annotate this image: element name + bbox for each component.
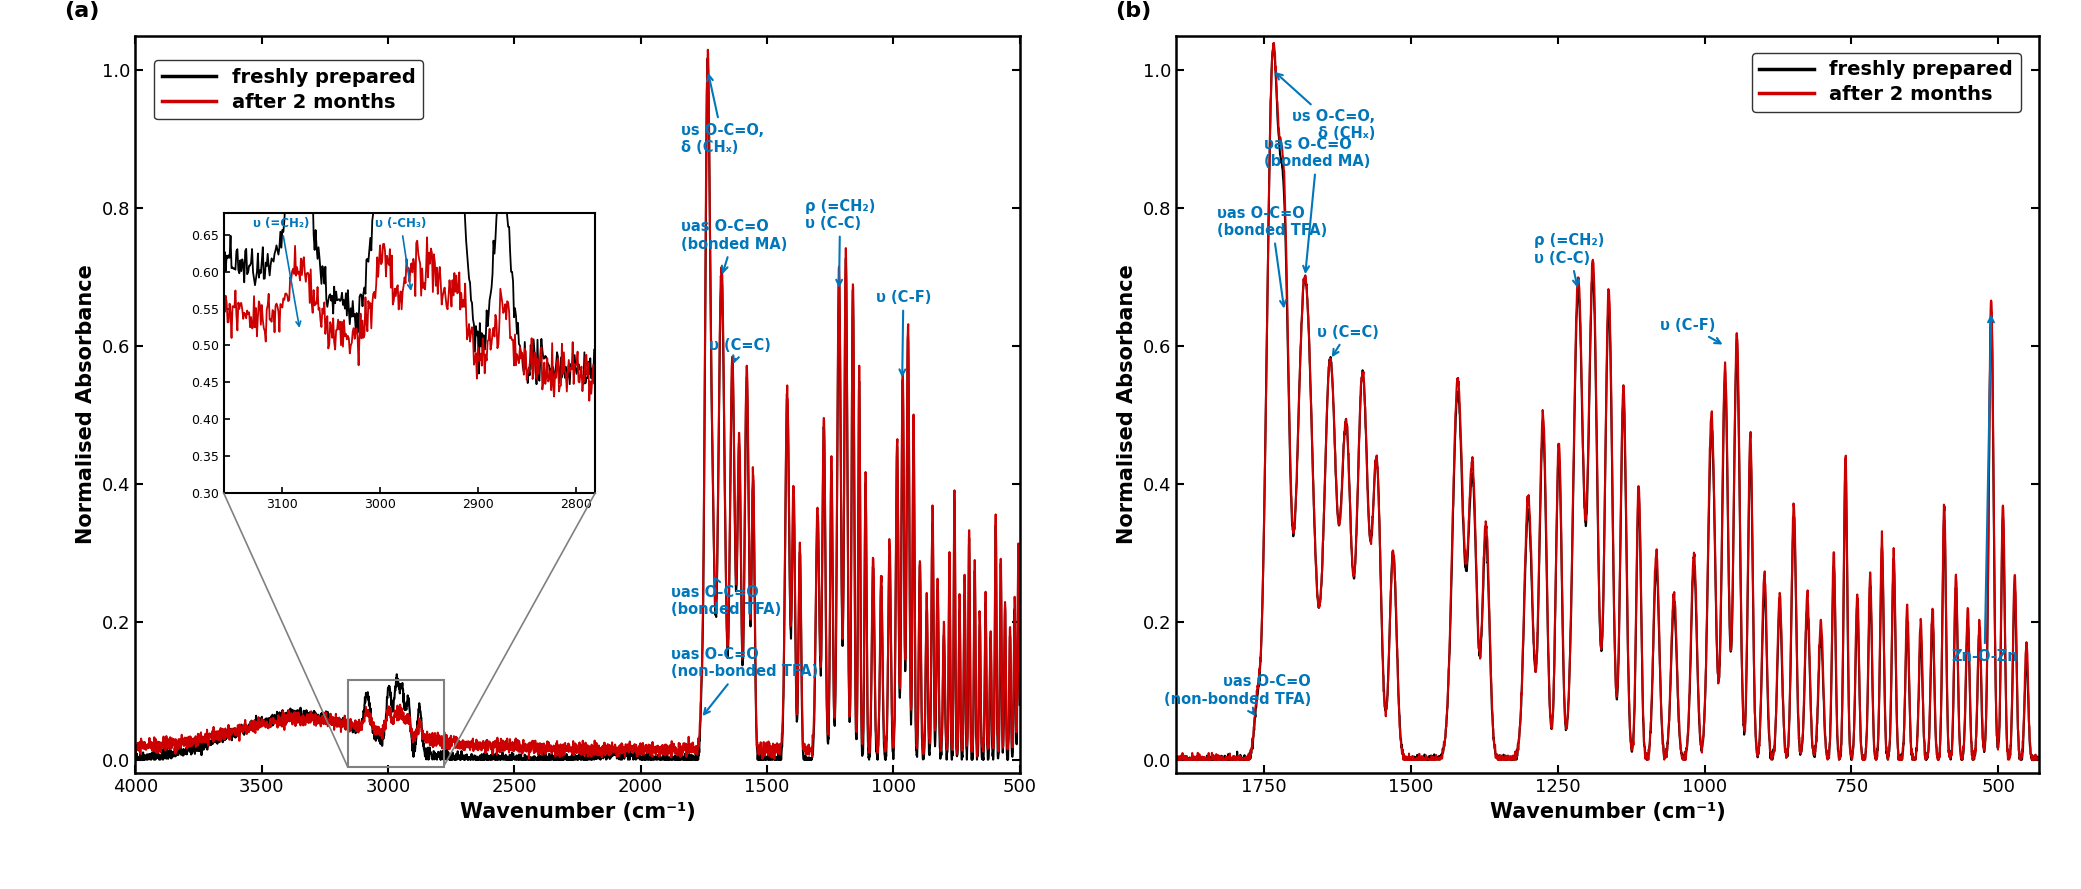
freshly prepared [1761,747,1785,757]
after 2 months [318,713,343,724]
Text: υas O-C=O
(non-bonded TFA): υas O-C=O (non-bonded TFA) [670,647,818,714]
Text: υs O-C=O,
δ (CHₓ): υs O-C=O, δ (CHₓ) [680,75,764,156]
freshly prepared [1698,426,1723,436]
freshly prepared [1927,751,1952,762]
X-axis label: Wavenumber (cm⁻¹): Wavenumber (cm⁻¹) [460,802,695,821]
Legend: freshly prepared, after 2 months: freshly prepared, after 2 months [154,60,422,119]
Text: υas O-C=O
(bonded MA): υas O-C=O (bonded MA) [1263,137,1369,272]
freshly prepared [695,53,720,64]
after 2 months [449,741,474,752]
freshly prepared [1163,754,1188,765]
after 2 months [2027,752,2052,763]
after 2 months [327,719,352,730]
Line: freshly prepared: freshly prepared [135,59,1020,759]
freshly prepared [1261,41,1286,52]
after 2 months [1698,431,1723,442]
freshly prepared [522,754,547,765]
Text: υ (C-F): υ (C-F) [1661,317,1721,343]
after 2 months [1007,696,1032,707]
freshly prepared [127,754,152,765]
after 2 months [271,706,296,717]
Text: υas O-C=O
(bonded TFA): υas O-C=O (bonded TFA) [670,578,780,617]
Text: υs O-C=O,
δ (CHₓ): υs O-C=O, δ (CHₓ) [1276,74,1376,141]
freshly prepared [318,713,343,724]
Text: υas O-C=O
(bonded MA): υas O-C=O (bonded MA) [680,220,787,272]
Line: after 2 months: after 2 months [135,50,1020,759]
Legend: freshly prepared, after 2 months: freshly prepared, after 2 months [1752,52,2021,112]
after 2 months [695,44,720,55]
freshly prepared [123,751,148,762]
Text: Zn-O-Zn: Zn-O-Zn [1952,316,2019,664]
freshly prepared [329,714,354,725]
Text: υ (C=C): υ (C=C) [710,339,770,362]
Line: after 2 months: after 2 months [1176,43,2039,759]
Text: υ (C-F): υ (C-F) [876,290,930,375]
freshly prepared [2027,752,2052,763]
freshly prepared [1813,730,1838,741]
freshly prepared [1163,753,1188,764]
Text: (b): (b) [1115,1,1151,20]
freshly prepared [1003,662,1028,673]
freshly prepared [1698,442,1723,453]
Text: ρ (=CH₂)
υ (C-C): ρ (=CH₂) υ (C-C) [805,198,876,285]
X-axis label: Wavenumber (cm⁻¹): Wavenumber (cm⁻¹) [1490,802,1725,821]
after 2 months [1813,725,1838,736]
freshly prepared [271,710,296,721]
after 2 months [123,737,148,748]
after 2 months [1163,750,1188,761]
Text: υ (C=C): υ (C=C) [1317,324,1378,356]
after 2 months [1927,749,1952,760]
after 2 months [1761,745,1785,756]
freshly prepared [1671,749,1696,760]
Line: freshly prepared: freshly prepared [1176,46,2039,759]
freshly prepared [449,752,474,763]
after 2 months [1261,37,1286,48]
after 2 months [1698,412,1723,422]
Text: υas O-C=O
(bonded TFA): υas O-C=O (bonded TFA) [1217,205,1328,307]
Text: ρ (=CH₂)
υ (C-C): ρ (=CH₂) υ (C-C) [1534,233,1604,285]
Y-axis label: Normalised Absorbance: Normalised Absorbance [1117,265,1136,544]
Text: υas O-C=O
(non-bonded TFA): υas O-C=O (non-bonded TFA) [1163,675,1311,714]
after 2 months [520,746,545,757]
after 2 months [762,754,787,765]
after 2 months [1163,754,1188,765]
Bar [348,680,443,766]
after 2 months [1671,754,1696,765]
Text: (a): (a) [65,1,100,20]
after 2 months [1003,653,1028,664]
Y-axis label: Normalised Absorbance: Normalised Absorbance [77,265,96,544]
freshly prepared [1007,700,1032,710]
